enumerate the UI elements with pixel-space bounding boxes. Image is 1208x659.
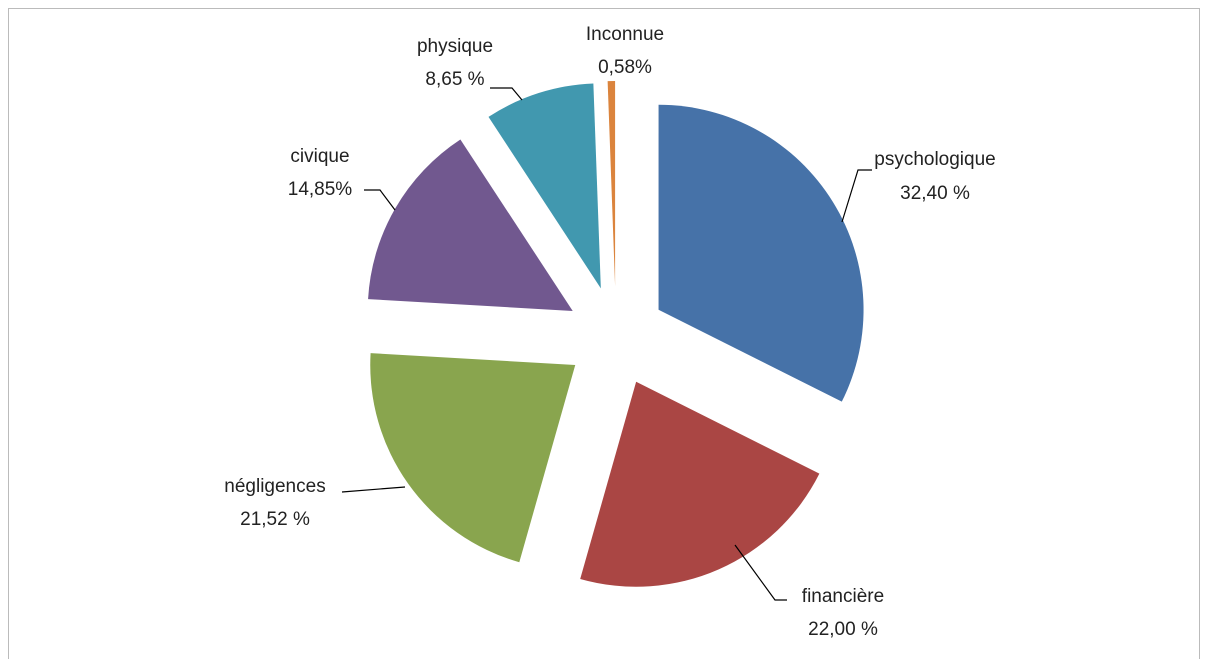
value-label: 22,00 %	[808, 619, 878, 640]
leader-line	[841, 169, 872, 223]
leader-line	[734, 544, 787, 601]
pie-slice	[370, 353, 576, 563]
pie-slice	[368, 139, 573, 311]
chart-frame	[8, 8, 1200, 659]
pie-slice	[658, 104, 864, 402]
slice-label: physique	[417, 36, 493, 57]
slice-label: Inconnue	[586, 24, 664, 45]
pie-slice	[580, 381, 820, 587]
slice-label: financière	[802, 586, 884, 607]
value-label: 14,85%	[288, 179, 353, 200]
pie-slice	[488, 83, 601, 289]
leader-line	[364, 189, 396, 211]
leader-line	[341, 486, 406, 493]
pie-slice	[607, 81, 616, 287]
slice-label: civique	[290, 146, 349, 167]
value-label: 8,65 %	[425, 69, 484, 90]
value-label: 21,52 %	[240, 509, 310, 530]
value-label: 0,58%	[598, 57, 652, 78]
value-label: 32,40 %	[900, 183, 970, 204]
slice-label: négligences	[224, 476, 325, 497]
slice-label: psychologique	[874, 149, 995, 170]
leader-line	[490, 87, 523, 101]
